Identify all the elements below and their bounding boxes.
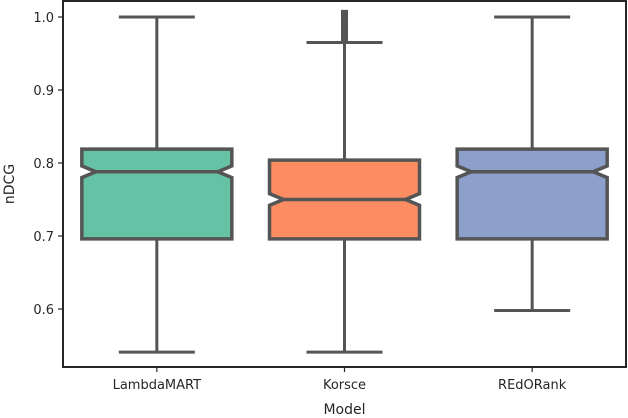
y-tick-label: 0.6	[33, 303, 54, 318]
notched-box	[80, 147, 234, 241]
y-tick-label: 1.0	[33, 11, 54, 26]
y-tick-label: 0.7	[33, 230, 54, 245]
notched-box	[455, 147, 609, 241]
x-axis-title: Model	[323, 402, 365, 418]
x-tick-label: REdORank	[498, 378, 567, 393]
outlier-marker	[341, 9, 348, 17]
y-tick-label: 0.9	[33, 84, 54, 99]
x-tick-label: Korsce	[323, 378, 366, 393]
box-lambdamart	[80, 15, 234, 354]
x-tick-label: LambdaMART	[113, 378, 202, 393]
box-korsce	[267, 9, 422, 354]
y-tick-label: 0.8	[33, 157, 54, 172]
plot-area	[80, 9, 609, 354]
box-redorank	[455, 15, 609, 312]
y-axis-title: nDCG	[2, 164, 18, 204]
